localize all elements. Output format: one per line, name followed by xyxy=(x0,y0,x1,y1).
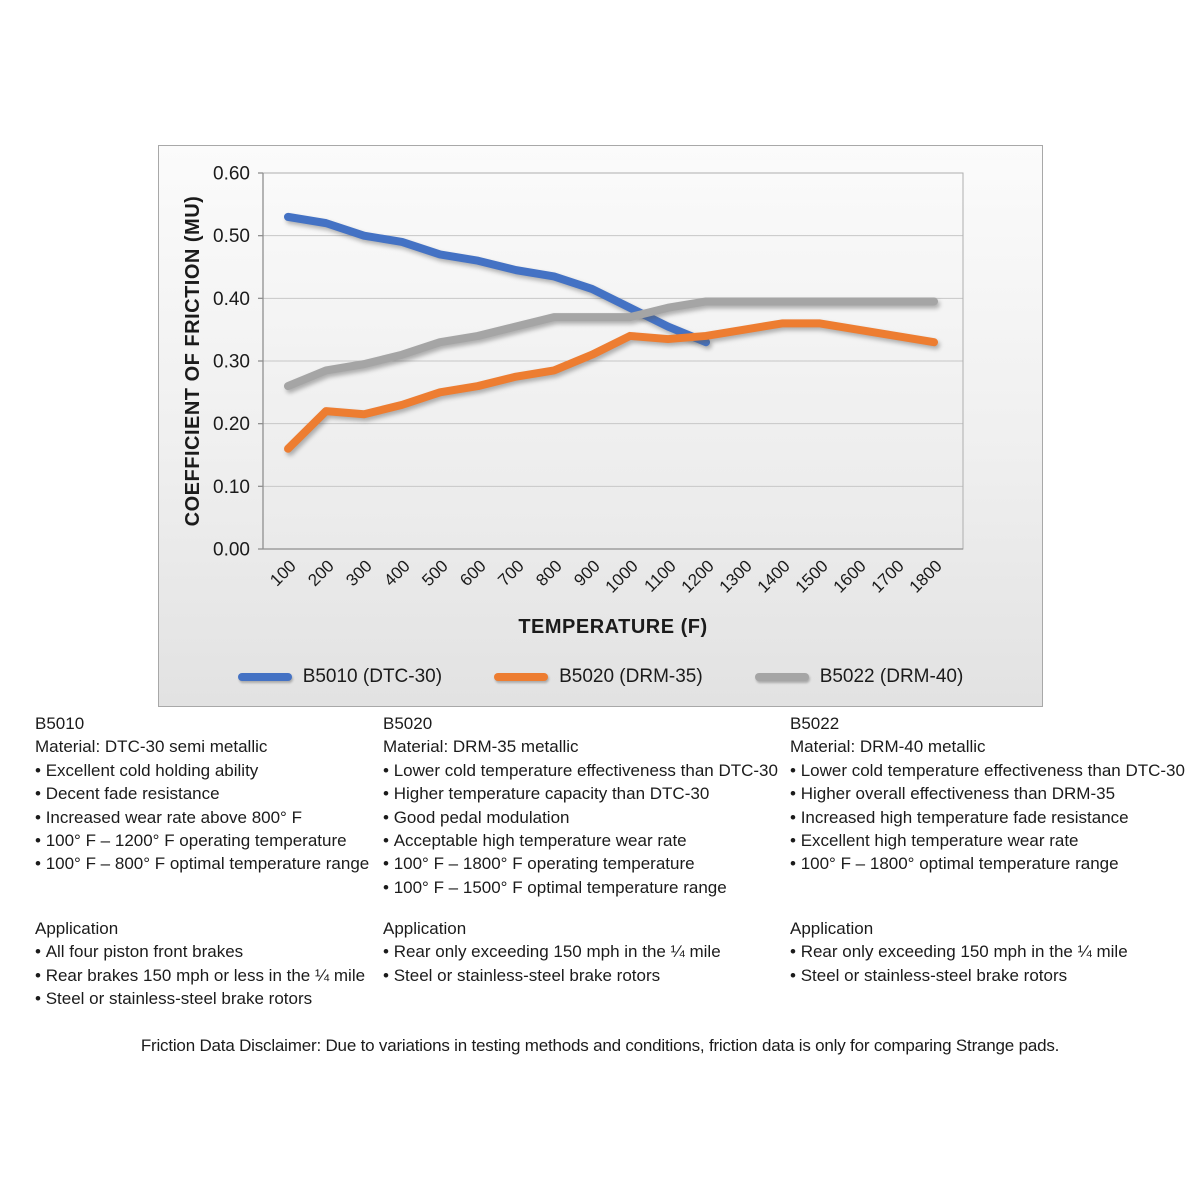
y-axis-title: COEFFICIENT OF FRICTION (MU) xyxy=(182,196,204,527)
series-line-b5022 xyxy=(284,297,938,391)
x-tick-label: 1500 xyxy=(792,556,832,596)
application-item: Steel or stainless-steel brake rotors xyxy=(383,964,785,987)
feature-item: Increased wear rate above 800° F xyxy=(35,806,380,829)
product-material: Material: DRM-35 metallic xyxy=(383,737,579,757)
series-line-b5010 xyxy=(284,212,710,347)
series-line-b5020 xyxy=(284,319,938,453)
x-tick-label: 1200 xyxy=(678,556,718,596)
product-title: B5010 xyxy=(35,714,85,733)
product-title: B5022 xyxy=(790,714,840,733)
x-axis-title: TEMPERATURE (F) xyxy=(518,616,707,638)
y-tick-label: 0.40 xyxy=(213,289,250,310)
friction-chart-panel: 0.00 0.10 0.20 0.30 0.40 0.50 0.60 COEFFICIENT … xyxy=(158,145,1043,707)
feature-item: 100° F – 1500° F optimal temperature ran… xyxy=(383,876,785,899)
application-item: Rear brakes 150 mph or less in the ¼ mil… xyxy=(35,964,380,987)
application-item: Rear only exceeding 150 mph in the ¼ mil… xyxy=(383,940,785,963)
application-title: Application xyxy=(35,919,119,938)
product-feature-list: Excellent cold holding abilityDecent fad… xyxy=(35,759,380,876)
x-tick-label: 500 xyxy=(418,556,451,589)
x-tick-label: 1100 xyxy=(641,556,680,595)
application-item: All four piston front brakes xyxy=(35,940,380,963)
feature-item: 100° F – 800° F optimal temperature rang… xyxy=(35,852,380,875)
x-tick-label: 1600 xyxy=(830,556,870,596)
application-item: Steel or stainless-steel brake rotors xyxy=(790,964,1190,987)
x-tick-label: 1400 xyxy=(754,556,794,596)
x-tick-label: 800 xyxy=(532,556,565,589)
application-list: Rear only exceeding 150 mph in the ¼ mil… xyxy=(383,940,785,987)
feature-item: Lower cold temperature effectiveness tha… xyxy=(383,759,785,782)
application-list: All four piston front brakesRear brakes … xyxy=(35,940,380,1010)
x-tick-label: 300 xyxy=(342,556,375,589)
product-material: Material: DTC-30 semi metallic xyxy=(35,737,268,757)
product-column-b5022: B5022 Material: DRM-40 metallic Lower co… xyxy=(790,712,1190,1012)
feature-item: Higher overall effectiveness than DRM-35 xyxy=(790,782,1190,805)
feature-item: 100° F – 1800° optimal temperature range xyxy=(790,852,1190,875)
legend-item-b5010: B5010 (DTC-30) xyxy=(237,666,443,688)
legend-item-b5020: B5020 (DRM-35) xyxy=(494,666,703,688)
x-tick-label: 100 xyxy=(266,556,299,589)
application-title: Application xyxy=(790,919,874,938)
legend-swatch xyxy=(754,673,809,681)
feature-item: Good pedal modulation xyxy=(383,806,785,829)
application-item: Rear only exceeding 150 mph in the ¼ mil… xyxy=(790,940,1190,963)
x-tick-label: 200 xyxy=(304,556,337,589)
feature-item: Higher temperature capacity than DTC-30 xyxy=(383,782,785,805)
x-tick-label: 1000 xyxy=(602,556,642,596)
feature-item: 100° F – 1800° F operating temperature xyxy=(383,852,785,875)
legend-label: B5010 (DTC-30) xyxy=(302,666,443,687)
feature-item: Excellent cold holding ability xyxy=(35,759,380,782)
feature-item: 100° F – 1200° F operating temperature xyxy=(35,829,380,852)
friction-disclaimer: Friction Data Disclaimer: Due to variati… xyxy=(140,1036,1060,1055)
product-material: Material: DRM-40 metallic xyxy=(790,737,986,757)
product-column-b5020: B5020 Material: DRM-35 metallic Lower co… xyxy=(383,712,785,1012)
product-column-b5010: B5010 Material: DTC-30 semi metallic Exc… xyxy=(35,712,380,1012)
application-item: Steel or stainless-steel brake rotors xyxy=(35,987,380,1010)
chart-legend: B5010 (DTC-30) B5020 (DRM-35) B5022 (DRM-4… xyxy=(159,662,1042,692)
feature-item: Excellent high temperature wear rate xyxy=(790,829,1190,852)
legend-swatch xyxy=(237,673,292,681)
y-tick-label: 0.10 xyxy=(213,477,250,498)
y-tick-label: 0.00 xyxy=(213,540,250,561)
legend-label: B5022 (DRM-40) xyxy=(819,666,964,687)
legend-item-b5022: B5022 (DRM-40) xyxy=(754,666,964,688)
friction-line-chart: 0.00 0.10 0.20 0.30 0.40 0.50 0.60 COEFFICIENT … xyxy=(182,164,964,638)
feature-item: Lower cold temperature effectiveness tha… xyxy=(790,759,1190,782)
x-tick-label: 400 xyxy=(380,556,413,589)
application-list: Rear only exceeding 150 mph in the ¼ mil… xyxy=(790,940,1190,987)
feature-item: Decent fade resistance xyxy=(35,782,380,805)
x-tick-label: 900 xyxy=(570,556,603,589)
y-tick-label: 0.50 xyxy=(213,226,250,247)
y-tick-label: 0.30 xyxy=(213,352,250,373)
feature-item: Increased high temperature fade resistan… xyxy=(790,806,1190,829)
feature-item: Acceptable high temperature wear rate xyxy=(383,829,785,852)
x-tick-label: 1300 xyxy=(716,556,756,596)
x-tick-label: 600 xyxy=(456,556,489,589)
x-tick-label: 1800 xyxy=(906,556,946,596)
y-tick-label: 0.60 xyxy=(213,164,250,185)
legend-label: B5020 (DRM-35) xyxy=(559,666,703,687)
legend-swatch xyxy=(494,673,549,681)
product-feature-list: Lower cold temperature effectiveness tha… xyxy=(383,759,785,899)
x-tick-label: 1700 xyxy=(868,556,908,596)
product-title: B5020 xyxy=(383,714,433,733)
application-title: Application xyxy=(383,919,467,938)
x-tick-label: 700 xyxy=(494,556,527,589)
product-feature-list: Lower cold temperature effectiveness tha… xyxy=(790,759,1190,876)
y-tick-label: 0.20 xyxy=(213,414,250,435)
